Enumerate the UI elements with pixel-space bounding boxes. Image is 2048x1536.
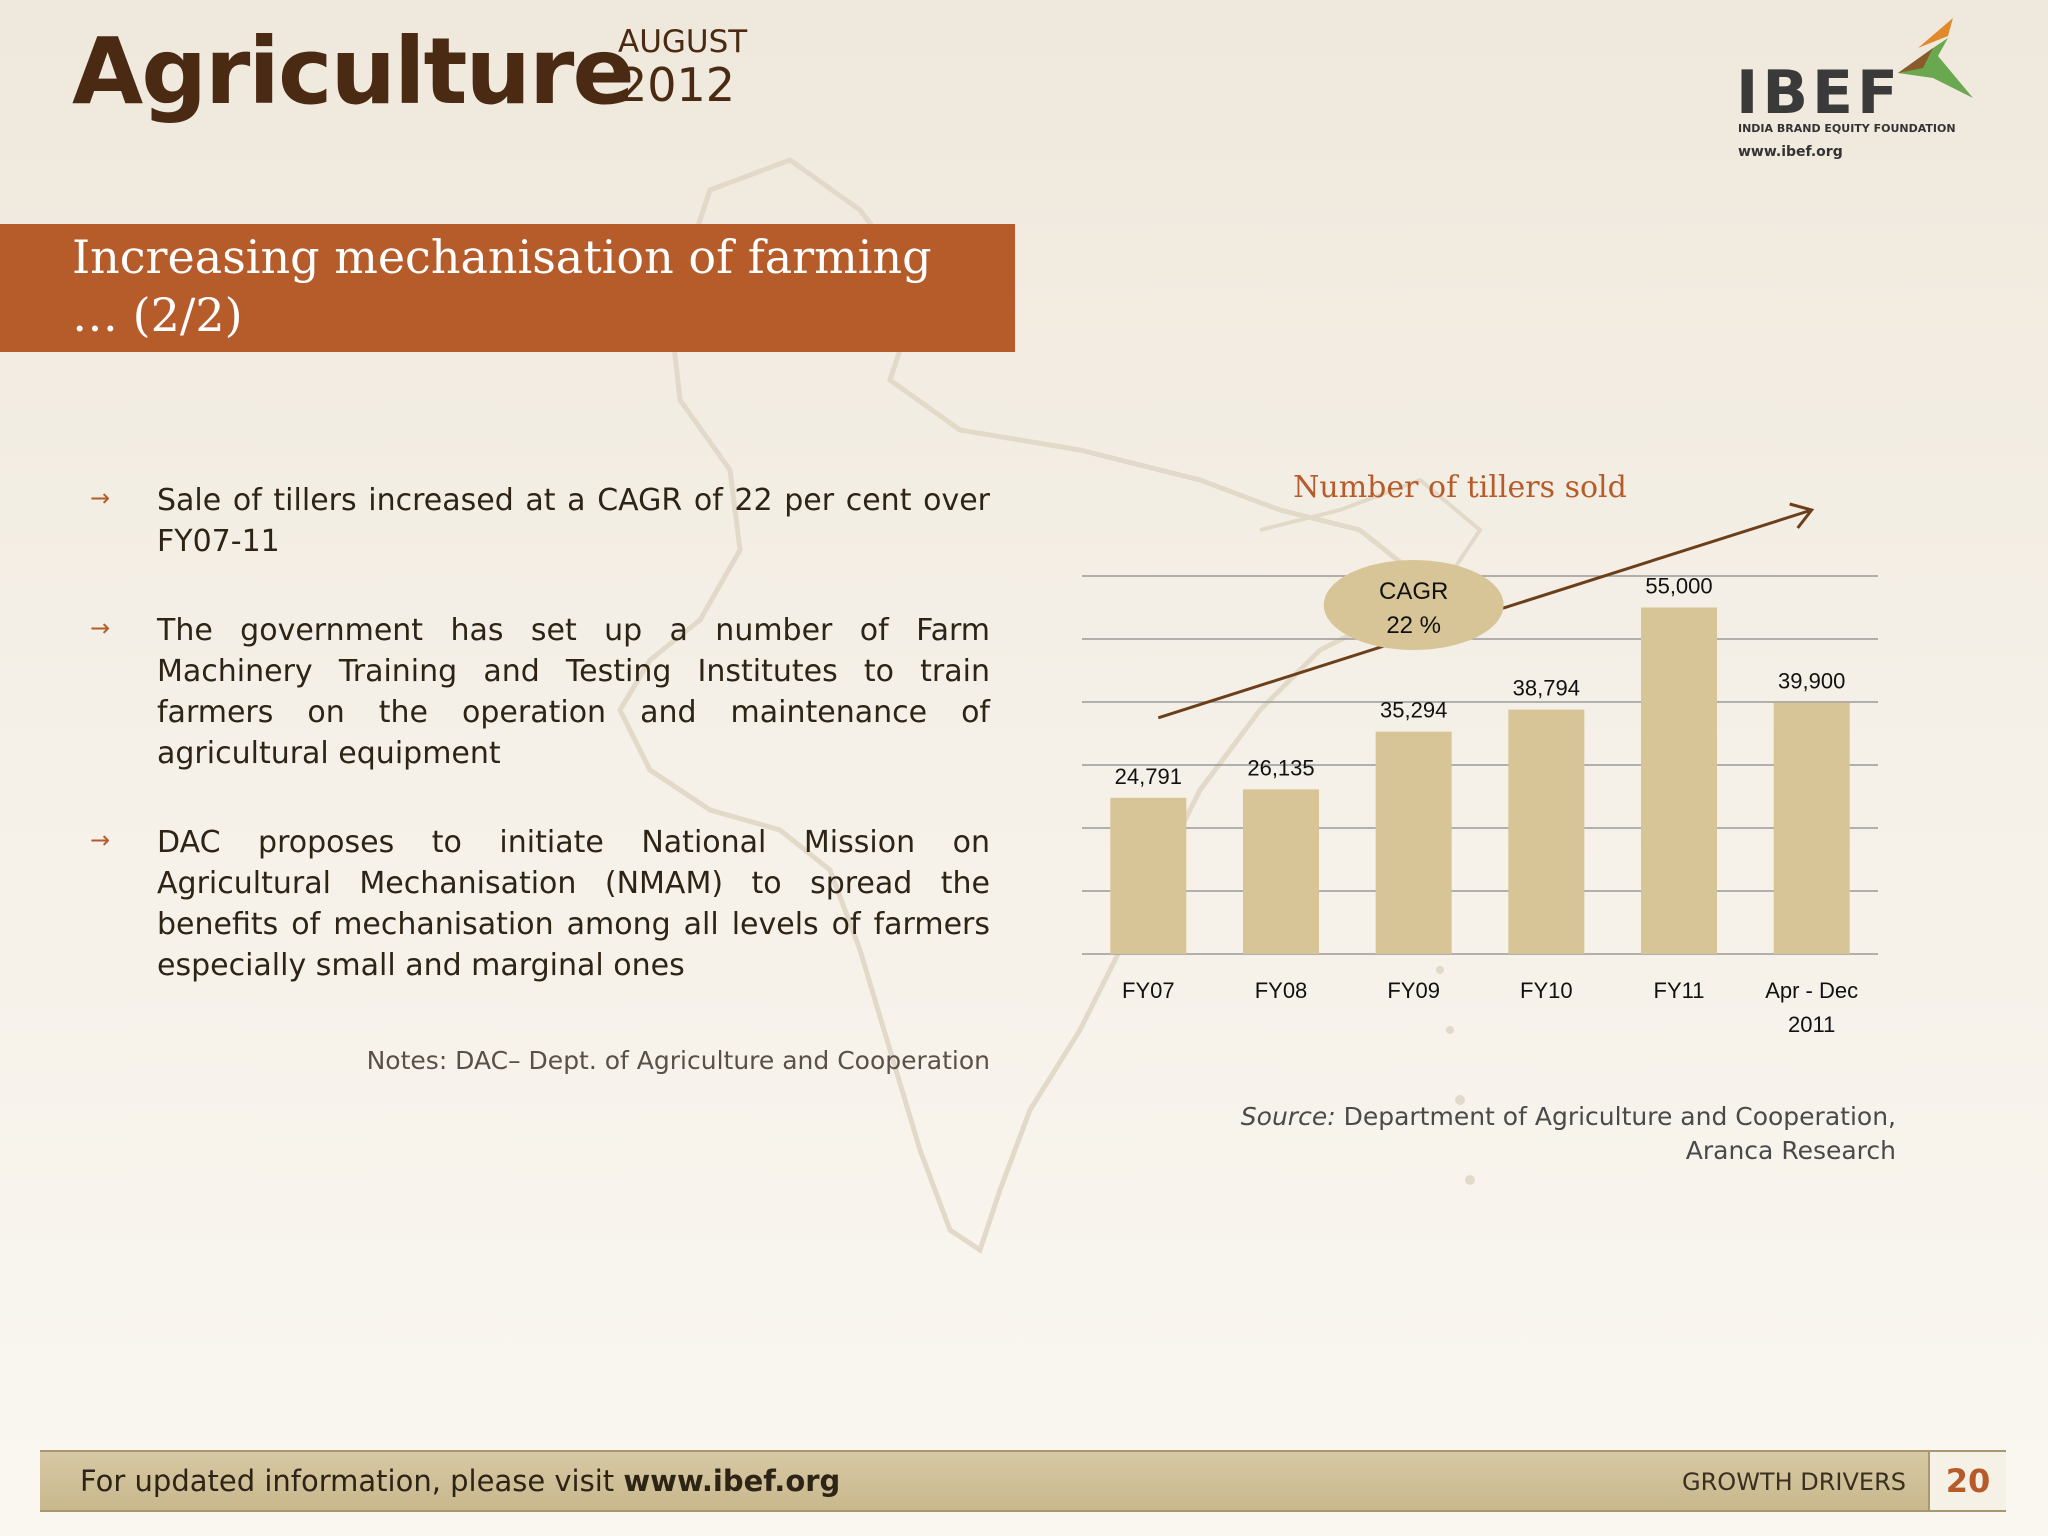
source-note: Source: Department of Agriculture and Co… [1200,1100,1896,1168]
data-label: 38,794 [1513,676,1580,701]
section-title-line1: Increasing mechanisation of farming [72,230,932,284]
bar [1641,607,1717,954]
section-title-line2: … (2/2) [72,288,243,342]
x-tick-label: 2011 [1788,1012,1835,1037]
data-label: 26,135 [1247,755,1314,780]
bar [1773,702,1850,954]
x-tick-label: FY07 [1122,978,1175,1003]
report-year: 2012 [618,58,736,112]
footer-bar: For updated information, please visit ww… [40,1450,2006,1512]
report-month: AUGUST [618,24,748,60]
section-banner [0,224,1015,352]
bullet-item: → Sale of tillers increased at a CAGR of… [90,480,990,562]
notes: Notes: DAC– Dept. of Agriculture and Coo… [366,1046,990,1075]
source-label: Source: [1240,1102,1336,1131]
data-label: 35,294 [1380,698,1447,723]
bullet-text: Sale of tillers increased at a CAGR of 2… [157,483,990,559]
logo-url[interactable]: www.ibef.org [1738,144,1843,160]
chart-title: Number of tillers sold [1293,470,1627,505]
trend-arrow-head-icon [1789,502,1815,529]
data-label: 24,791 [1115,764,1182,789]
x-tick-label: FY09 [1387,978,1440,1003]
x-tick-label: FY11 [1654,978,1705,1003]
footer-text: For updated information, please visit ww… [80,1464,840,1498]
bar [1243,789,1319,954]
cagr-annotation-value: 22 % [1386,612,1441,639]
source-text-line1: Department of Agriculture and Cooperatio… [1343,1102,1896,1131]
cagr-annotation-label: CAGR [1379,578,1448,605]
footer-message: For updated information, please visit [80,1464,624,1498]
bullet-item: → DAC proposes to initiate National Miss… [90,822,990,986]
data-label: 55,000 [1645,574,1712,599]
bar [1375,731,1452,954]
bar [1508,709,1585,954]
ibef-logo[interactable]: IBEF INDIA BRAND EQUITY FOUNDATION www.i… [1730,18,1980,168]
bullet-text: The government has set up a number of Fa… [157,613,990,771]
tillers-bar-chart: 24,791 FY07 26,135 FY08 35,294 FY09 38,794 FY10… [1082,502,1878,1037]
bullet-list: → Sale of tillers increased at a CAGR of… [90,480,990,1034]
source-text-line2: Aranca Research [1685,1136,1896,1165]
page-title: Agriculture [72,18,635,125]
x-tick-label: FY08 [1255,978,1308,1003]
x-tick-label: Apr - Dec [1765,978,1858,1003]
data-label: 39,900 [1778,669,1845,694]
bullet-item: → The government has set up a number of … [90,610,990,774]
cagr-annotation-ellipse [1323,560,1504,650]
footer-section-name: GROWTH DRIVERS [1682,1468,1906,1496]
page-number: 20 [1928,1452,2006,1510]
bar [1110,797,1187,954]
x-tick-label: FY10 [1520,978,1573,1003]
arrow-right-icon: → [90,614,111,642]
bullet-text: DAC proposes to initiate National Missio… [157,825,990,983]
bird-logo-icon [1898,18,1973,98]
arrow-right-icon: → [90,484,111,512]
arrow-right-icon: → [90,826,111,854]
footer-url-link[interactable]: www.ibef.org [623,1464,841,1498]
section-title: Increasing mechanisation of farming … (2… [72,228,972,344]
logo-subtitle: INDIA BRAND EQUITY FOUNDATION [1738,122,1956,135]
logo-name: IBEF [1736,58,1903,128]
